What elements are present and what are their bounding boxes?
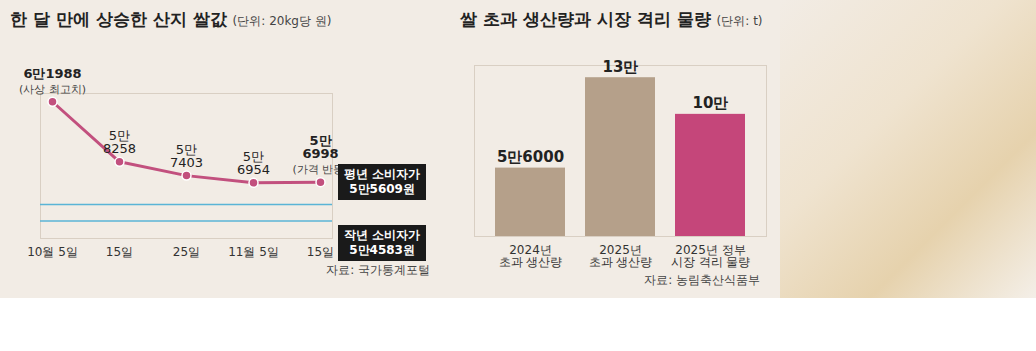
svg-text:5만8258: 5만8258 (103, 128, 136, 156)
html-text:작년 소비자가 5만4583원: 작년 소비자가 5만4583원 (344, 227, 421, 257)
svg-text:2024년초과 생산량: 2024년초과 생산량 (499, 243, 563, 269)
html-text:쌀 초과 생산량과 시장 격리 물량 (단위: t): 쌀 초과 생산량과 시장 격리 물량 (단위: t) (460, 9, 763, 29)
svg-text:6만1988: 6만1988 (23, 66, 81, 81)
svg-text:5만7403: 5만7403 (170, 142, 203, 170)
svg-text:2025년 정부시장 격리 물량: 2025년 정부시장 격리 물량 (671, 243, 751, 269)
html-text:자료: 농림축산식품부: 자료: 농림축산식품부 (644, 273, 760, 287)
svg-text:15일: 15일 (106, 245, 133, 259)
svg-text:(사상 최고치): (사상 최고치) (19, 83, 86, 96)
svg-text:2025년초과 생산량: 2025년초과 생산량 (589, 243, 653, 269)
svg-text:25일: 25일 (173, 245, 200, 259)
svg-text:(가격 반등): (가격 반등) (292, 163, 349, 177)
svg-text:13만: 13만 (603, 58, 639, 76)
svg-text:10만: 10만 (693, 94, 729, 112)
html-text:평년 소비자가 5만5609원: 평년 소비자가 5만5609원 (344, 167, 421, 196)
svg-text:5만6954: 5만6954 (237, 149, 270, 177)
svg-text:5만6000: 5만6000 (497, 148, 564, 166)
svg-text:15일: 15일 (307, 245, 334, 259)
svg-text:10월 5일: 10월 5일 (27, 245, 78, 259)
html-text:자료: 국가통계포털: 자료: 국가통계포털 (326, 263, 430, 277)
svg-text:5만6998: 5만6998 (302, 133, 338, 161)
svg-text:11월 5일: 11월 5일 (228, 245, 279, 259)
html-text:한 달 만에 상승한 산지 쌀값 (단위: 20kg당 원): 한 달 만에 상승한 산지 쌀값 (단위: 20kg당 원) (10, 9, 332, 29)
